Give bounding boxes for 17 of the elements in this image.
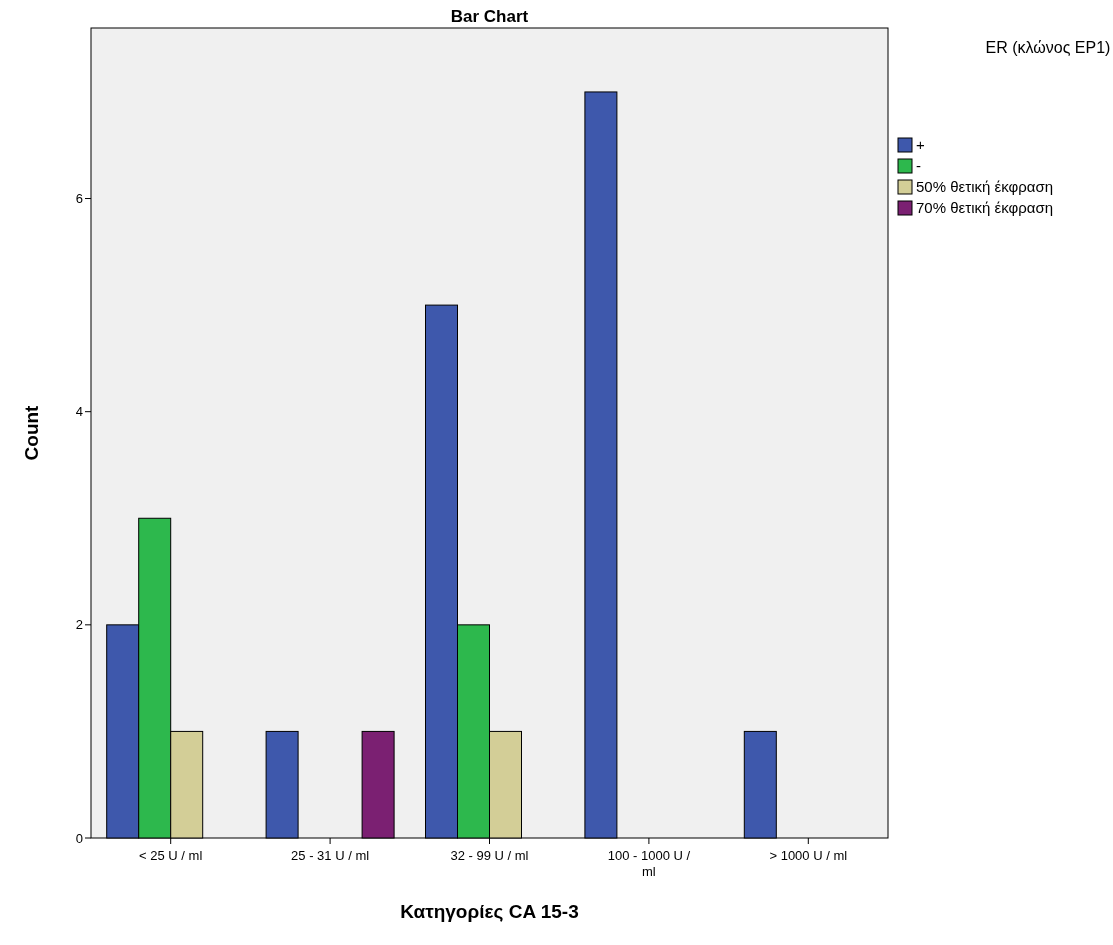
y-tick-label: 6: [75, 191, 83, 207]
x-tick-label: 25 - 31 U / ml: [291, 848, 370, 863]
legend-label: 70% θετική έκφραση: [916, 199, 1054, 216]
x-tick-label: 100 - 1000 U / ml: [607, 848, 691, 879]
y-tick-label: 0: [75, 830, 83, 846]
x-tick-label: > 1000 U / ml: [769, 848, 848, 863]
legend-title: ER (κλώνος EP1): [985, 39, 1111, 56]
y-tick-label: 4: [75, 404, 83, 420]
x-tick-label: 32 - 99 U / ml: [450, 848, 529, 863]
legend-label: 50% θετική έκφραση: [916, 178, 1054, 195]
x-tick-label: < 25 U / ml: [139, 848, 203, 863]
legend-label: +: [916, 136, 925, 153]
legend-label: -: [916, 157, 921, 174]
y-tick-label: 2: [75, 617, 83, 633]
y-axis-title: Count: [21, 404, 42, 461]
chart-title: Bar Chart: [450, 7, 529, 26]
x-axis-title: Κατηγορίες CA 15-3: [400, 901, 579, 922]
